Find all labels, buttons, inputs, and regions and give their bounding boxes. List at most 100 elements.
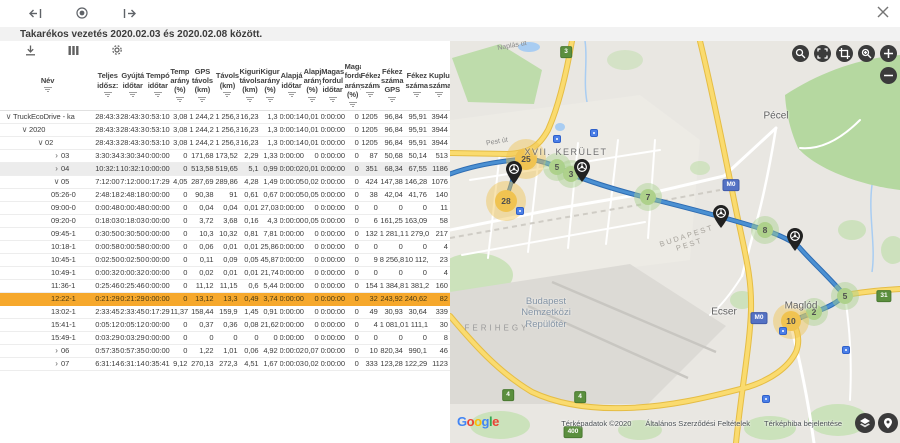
table-row[interactable]: ∨ 2020 28:43:3 28:43:3 0:53:10 3,08 1 244,2 1 2… [0, 123, 450, 137]
cell-value: 0 [170, 188, 190, 202]
table-row[interactable]: › 06 0:57:35 0:57:35 0:00:00 0 1,22 1,01 0,06 4,9… [0, 344, 450, 358]
transit-station-icon[interactable] [516, 207, 524, 215]
sort-filter-icon[interactable] [245, 96, 254, 102]
transit-station-icon[interactable] [553, 135, 561, 143]
event-cluster-marker[interactable]: 10 [773, 303, 809, 339]
table-row[interactable]: 13:02-1 2:33:45 2:33:45 0:17:29 11,37 158,44 1… [0, 305, 450, 319]
sort-filter-icon[interactable] [287, 92, 296, 98]
sort-filter-icon[interactable] [128, 92, 137, 98]
cell-value: 0:53:10 [145, 136, 171, 150]
transit-station-icon[interactable] [779, 327, 787, 335]
table-row[interactable]: 15:49-1 0:03:29 0:03:29 0:00:00 0 0 0 0 0 0:00:00… [0, 331, 450, 345]
table-row[interactable]: ∨ 02 28:43:3 28:43:3 0:53:10 3,08 1 244,2 1 256… [0, 136, 450, 150]
record-circle-icon[interactable] [73, 5, 91, 21]
table-row[interactable]: › 03 3:30:34 3:30:34 0:00:00 0 171,68 173,52 2,2… [0, 149, 450, 163]
table-row[interactable]: 15:41-1 0:05:12 0:05:12 0:00:00 0 0,37 0,36 0,0… [0, 318, 450, 332]
column-header-3[interactable]: Tempó időtar [145, 60, 171, 111]
column-header-10[interactable]: Alapjá arány (%) [303, 60, 321, 111]
column-header-0[interactable]: Név [0, 60, 96, 111]
sort-filter-icon[interactable] [308, 96, 317, 102]
zoom-selection-icon[interactable] [858, 45, 875, 62]
vehicle-pin-steering-wheel-icon[interactable] [786, 227, 804, 257]
sort-filter-icon[interactable] [43, 87, 52, 93]
column-header-2[interactable]: Gyújtá időtar [120, 60, 146, 111]
route-map[interactable]: 25 5 3 28 7 8 5 2 10 3 M0 M0 31 4 4 400 Pécel XVII. KERÜL… [450, 41, 900, 443]
chevron-right-icon[interactable]: › [55, 151, 58, 160]
close-icon[interactable] [876, 6, 890, 20]
chevron-down-icon[interactable]: ∨ [53, 177, 60, 186]
chevron-down-icon[interactable]: ∨ [21, 125, 28, 134]
column-header-12[interactable]: Magas fordul arány (%) [344, 60, 361, 111]
column-header-11[interactable]: Magas fordul időtar [320, 60, 345, 111]
table-row[interactable]: 10:45-1 0:02:50 0:02:50 0:00:00 0 0,11 0,09 0,0… [0, 253, 450, 267]
sort-filter-icon[interactable] [366, 92, 375, 98]
table-row[interactable]: › 07 6:31:14 6:31:14 0:35:41 9,12 270,13 272,3 4… [0, 357, 450, 371]
sort-filter-icon[interactable] [388, 96, 397, 102]
event-cluster-marker[interactable]: 2 [800, 298, 828, 326]
chevron-right-icon[interactable]: › [55, 346, 58, 355]
chevron-down-icon[interactable]: ∨ [37, 138, 44, 147]
table-row[interactable]: 09:45-1 0:30:50 0:30:50 0:00:00 0 10,3 10,32 0,… [0, 227, 450, 241]
table-row[interactable]: 10:49-1 0:00:32 0:00:32 0:00:00 0 0,02 0,01 0,0… [0, 266, 450, 280]
layers-icon[interactable] [855, 413, 875, 433]
table-row[interactable]: 11:36-1 0:25:46 0:25:46 0:00:00 0 11,12 11,15 0… [0, 279, 450, 293]
vehicle-pin-steering-wheel-icon[interactable] [712, 204, 730, 234]
collapse-left-icon[interactable] [26, 5, 44, 21]
sort-filter-icon[interactable] [153, 92, 162, 98]
table-row[interactable]: ∨ TruckEcoDrive - ka 28:43:3 28:43:3 0:53:10… [0, 110, 450, 124]
column-header-16[interactable]: Kuplu száma [428, 60, 450, 111]
vehicle-pin-steering-wheel-icon[interactable] [505, 160, 523, 190]
transit-station-icon[interactable] [762, 395, 770, 403]
chevron-down-icon[interactable]: ∨ [5, 112, 12, 121]
column-header-4[interactable]: Tempó arány (%) [170, 60, 190, 111]
cell-value: 28:43:3 [95, 110, 121, 124]
fit-bounds-icon[interactable] [814, 45, 831, 62]
transit-station-icon[interactable] [590, 129, 598, 137]
column-header-6[interactable]: Távols (km) [215, 60, 240, 111]
crop-icon[interactable] [836, 45, 853, 62]
transit-station-icon[interactable] [842, 346, 850, 354]
table-row[interactable]: ∨ 05 7:12:00 7:12:00 0:17:29 4,05 287,69 289,86… [0, 175, 450, 189]
table-row[interactable]: 05:26-0 2:48:18 2:48:18 0:00:00 0 90,38 91 0,61… [0, 188, 450, 202]
column-header-9[interactable]: Alapjá időtar [279, 60, 304, 111]
table-row[interactable]: 10:18-1 0:00:58 0:00:58 0:00:00 0 0,06 0,01 0,0… [0, 240, 450, 254]
column-header-8[interactable]: Kiguri arány (%) [260, 60, 280, 111]
table-row[interactable]: 09:00-0 0:00:48 0:00:48 0:00:00 0 0,04 0,04 0,0… [0, 201, 450, 215]
event-cluster-marker[interactable]: 8 [751, 216, 779, 244]
table-row[interactable]: › 04 10:32:1 10:32:1 0:00:00 0 513,58 519,65 5,1… [0, 162, 450, 176]
column-header-14[interactable]: Fékez száma GPS [379, 60, 405, 111]
sort-filter-icon[interactable] [412, 92, 421, 98]
zoom-out-icon[interactable] [880, 67, 897, 84]
column-header-15[interactable]: Fékez száma [404, 60, 429, 111]
event-cluster-marker[interactable]: 5 [831, 282, 859, 310]
sort-filter-icon[interactable] [348, 101, 357, 107]
cell-value: 0:00:00 [279, 214, 304, 228]
expand-right-icon[interactable] [120, 5, 138, 21]
sort-filter-icon[interactable] [266, 96, 275, 102]
columns-icon[interactable] [68, 44, 79, 58]
sort-filter-icon[interactable] [198, 96, 207, 102]
column-header-1[interactable]: Teljes idősz: [95, 60, 121, 111]
vehicle-pin-steering-wheel-icon[interactable] [573, 158, 591, 188]
settings-gear-icon[interactable] [111, 44, 123, 58]
sort-filter-icon[interactable] [175, 96, 184, 102]
my-location-icon[interactable] [878, 413, 898, 433]
table-row[interactable]: 09:20-0 0:18:03 0:18:03 0:00:00 0 3,72 3,68 0,1… [0, 214, 450, 228]
chevron-right-icon[interactable]: › [55, 359, 58, 368]
event-cluster-marker[interactable]: 7 [634, 183, 662, 211]
zoom-in-icon[interactable] [880, 45, 897, 62]
sort-filter-icon[interactable] [223, 92, 232, 98]
sort-filter-icon[interactable] [103, 92, 112, 98]
sort-filter-icon[interactable] [435, 92, 444, 98]
download-icon[interactable] [25, 44, 36, 58]
column-header-5[interactable]: GPS távols (km) [189, 60, 216, 111]
column-header-13[interactable]: Fékez száma [360, 60, 380, 111]
sort-filter-icon[interactable] [328, 96, 337, 102]
chevron-right-icon[interactable]: › [55, 164, 58, 173]
cell-value: 0:00:14 [279, 110, 304, 124]
search-area-icon[interactable] [792, 45, 809, 62]
column-header-7[interactable]: Kiguri távols (km) [239, 60, 261, 111]
terms-link[interactable]: Általános Szerződési Feltételek [645, 419, 751, 428]
table-row[interactable]: 12:22-1 0:21:29 0:21:29 0:00:00 0 13,12 13,3 0,… [0, 292, 450, 306]
report-map-error-link[interactable]: Térképhiba bejelentése [764, 419, 842, 428]
